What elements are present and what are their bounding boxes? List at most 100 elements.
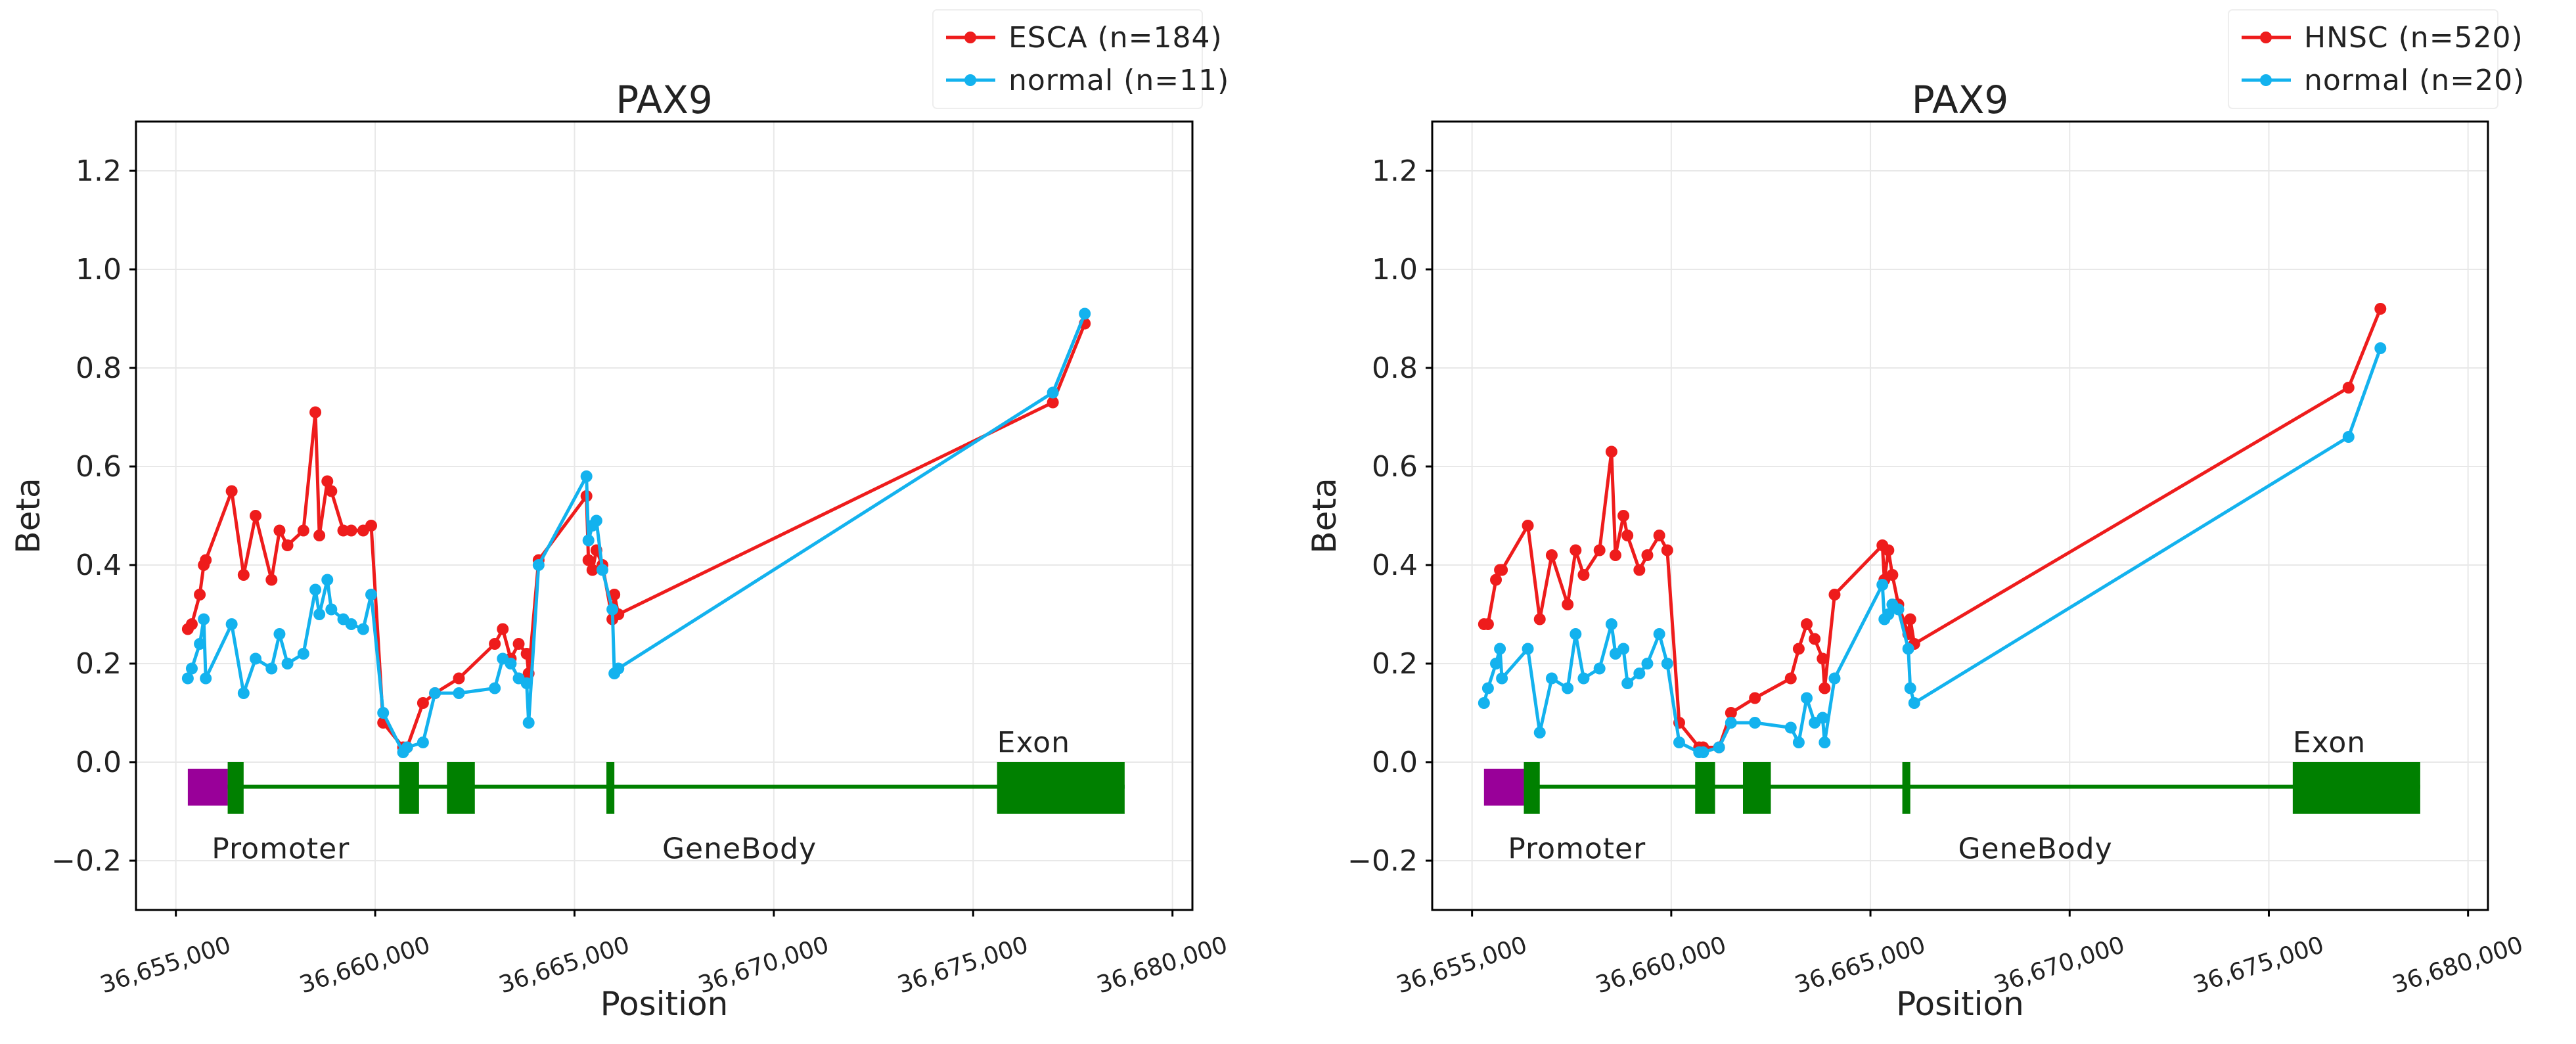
- data-point: [1819, 737, 1831, 748]
- data-point: [1749, 717, 1761, 729]
- data-point: [1533, 727, 1546, 738]
- data-point: [1904, 613, 1916, 625]
- chart-title: PAX9: [1912, 78, 2009, 122]
- data-point: [265, 574, 278, 586]
- y-axis-title: Beta: [9, 478, 47, 553]
- genebody-label: GeneBody: [662, 832, 817, 865]
- data-point: [1079, 307, 1091, 320]
- y-tick-label: 0.0: [76, 746, 122, 779]
- data-point: [522, 717, 535, 729]
- data-point: [1653, 628, 1665, 640]
- y-tick-label: 1.0: [76, 253, 122, 286]
- data-point: [453, 672, 465, 685]
- data-point: [198, 613, 210, 625]
- data-point: [1792, 643, 1805, 655]
- data-point: [1478, 697, 1490, 709]
- data-point: [325, 485, 338, 497]
- data-point: [1545, 549, 1558, 561]
- exon-block: [2292, 762, 2420, 814]
- y-tick-label: 1.2: [1372, 154, 1418, 188]
- data-point: [1902, 643, 1914, 655]
- y-tick-label: 0.6: [1372, 450, 1418, 484]
- data-point: [1481, 618, 1494, 630]
- legend-box: [2228, 9, 2498, 109]
- data-point: [417, 697, 429, 709]
- data-point: [345, 524, 357, 537]
- exon-block: [399, 762, 419, 814]
- data-point: [1784, 721, 1797, 734]
- data-point: [1633, 564, 1646, 576]
- data-point: [608, 589, 621, 601]
- plot-frame: [135, 120, 1194, 911]
- data-point: [281, 658, 294, 670]
- data-point: [1522, 520, 1534, 532]
- data-point: [489, 682, 501, 694]
- data-point: [1533, 613, 1546, 625]
- data-point: [1661, 658, 1673, 670]
- promoter-region: [1483, 769, 1524, 806]
- data-point: [1817, 652, 1829, 665]
- data-point: [225, 485, 238, 497]
- data-point: [313, 608, 326, 620]
- data-point: [1882, 544, 1895, 556]
- data-point: [1725, 717, 1737, 729]
- data-point: [181, 672, 194, 685]
- data-point: [250, 652, 262, 665]
- x-tick-label: 36,660,000: [1593, 932, 1730, 999]
- legend-label: normal (n=20): [2304, 64, 2525, 97]
- data-point: [297, 524, 309, 537]
- data-point: [1621, 677, 1634, 689]
- data-point: [1809, 633, 1821, 645]
- data-point: [1725, 707, 1737, 719]
- series-tumor: [1478, 303, 2387, 754]
- data-point: [250, 510, 262, 522]
- data-point: [377, 707, 390, 719]
- data-point: [520, 677, 533, 689]
- data-point: [1570, 544, 1582, 556]
- data-point: [273, 628, 286, 640]
- legend-label: ESCA (n=184): [1008, 21, 1223, 55]
- chart-title: PAX9: [616, 78, 713, 122]
- legend: ESCA (n=184) normal (n=11): [932, 9, 1229, 109]
- exon-label: Exon: [2293, 726, 2366, 760]
- legend-label: normal (n=11): [1008, 64, 1229, 97]
- legend-label: HNSC (n=520): [2304, 21, 2523, 55]
- data-point: [273, 524, 286, 537]
- data-point: [512, 638, 525, 650]
- gene-track: Promoter GeneBody Exon: [187, 726, 1125, 865]
- data-point: [309, 406, 322, 419]
- data-point: [321, 475, 334, 488]
- data-point: [1697, 746, 1709, 758]
- data-point: [1801, 618, 1813, 630]
- y-tick-label: 0.0: [1372, 746, 1418, 779]
- data-point: [345, 618, 357, 630]
- data-point: [1904, 682, 1916, 694]
- data-point: [321, 574, 334, 586]
- data-point: [200, 672, 212, 685]
- data-point: [520, 648, 533, 660]
- data-point: [505, 658, 517, 670]
- legend-swatch-marker: [2260, 32, 2272, 43]
- data-point: [185, 618, 198, 630]
- series-normal: [181, 307, 1091, 758]
- legend-swatch-marker: [964, 32, 976, 43]
- data-point: [194, 638, 206, 650]
- data-point: [1661, 544, 1673, 556]
- data-point: [1617, 643, 1630, 655]
- series-normal: [1478, 342, 2387, 758]
- y-tick-label: −0.2: [51, 844, 122, 878]
- y-tick-label: 0.8: [76, 352, 122, 385]
- data-point: [590, 514, 602, 527]
- data-point: [1892, 603, 1905, 616]
- exon-block: [227, 762, 244, 814]
- data-point: [1784, 672, 1797, 685]
- data-point: [1496, 672, 1508, 685]
- data-point: [1621, 530, 1634, 541]
- series-line: [1483, 308, 2382, 749]
- exon-block: [1524, 762, 1540, 814]
- data-point: [313, 530, 326, 541]
- data-point: [1819, 682, 1831, 694]
- data-point: [200, 554, 212, 566]
